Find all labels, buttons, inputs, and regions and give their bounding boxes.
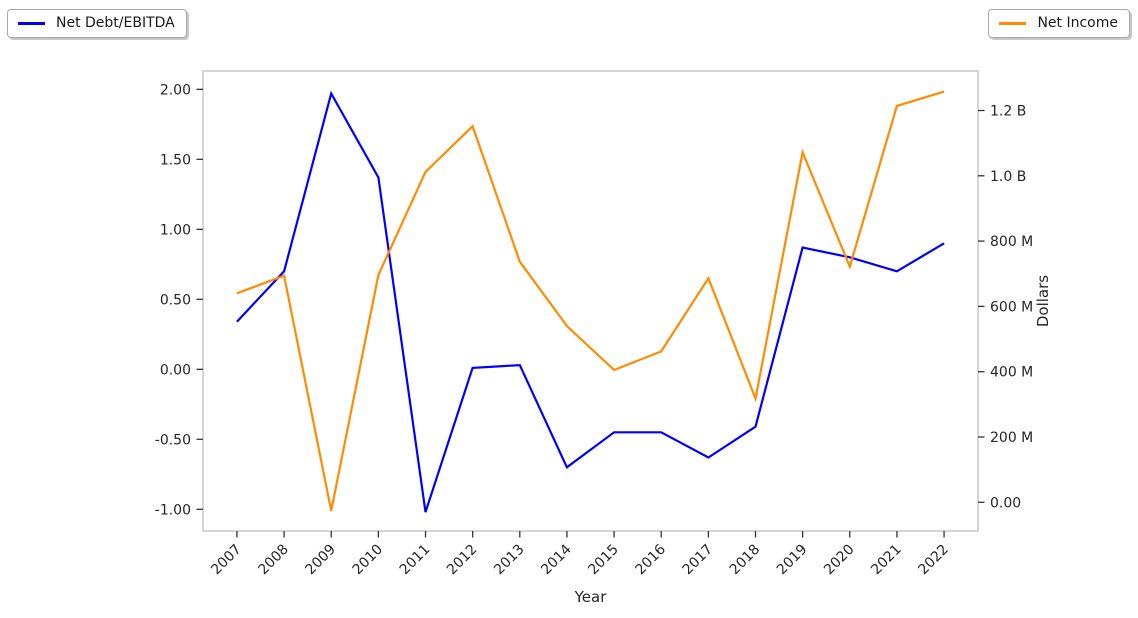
plot-border — [202, 70, 979, 532]
y-right-tick-label: 1.2 B — [990, 104, 1026, 120]
x-tick-label: 2013 — [491, 542, 528, 579]
x-tick-label: 2017 — [680, 542, 717, 579]
y-left-tick-label: 1.50 — [160, 152, 191, 168]
x-tick-label: 2015 — [585, 542, 622, 579]
line-net-debt-ebitda — [236, 90, 945, 513]
right-axis-label: Dollars — [1034, 275, 1052, 327]
x-tick-label: 2021 — [868, 542, 905, 579]
x-tick-label: 2018 — [727, 542, 764, 579]
y-left-tick-label: 2.00 — [160, 82, 191, 98]
x-tick-label: 2009 — [303, 542, 340, 579]
legend-line-sample-net-debt-ebitda — [18, 22, 45, 25]
x-tick-label: 2011 — [397, 542, 434, 579]
y-left-tick-label: -0.50 — [155, 432, 191, 448]
x-tick-label: 2014 — [538, 541, 575, 578]
x-tick-label: 2012 — [444, 542, 481, 579]
y-right-tick-label: 800 M — [990, 234, 1033, 250]
y-left-tick-label: 0.00 — [160, 362, 191, 378]
x-tick-label: 2010 — [350, 542, 387, 579]
x-tick-label: 2016 — [633, 541, 670, 578]
y-left-tick-label: 0.50 — [160, 292, 191, 308]
x-tick-label: 2019 — [774, 542, 811, 579]
y-left-tick-label: 1.00 — [160, 222, 191, 238]
y-right-tick-label: 1.0 B — [990, 169, 1026, 185]
legend-line-sample-net-income — [999, 22, 1027, 25]
x-tick-label: 2008 — [255, 542, 292, 579]
x-axis-label: Year — [574, 588, 608, 606]
y-right-tick-label: 200 M — [990, 430, 1033, 446]
legend-label-net-income: Net Income — [1037, 15, 1118, 31]
x-tick-label: 2007 — [208, 542, 245, 579]
legend-net-debt-ebitda: Net Debt/EBITDA — [7, 9, 187, 38]
legend-net-income: Net Income — [988, 9, 1130, 38]
line-net-income — [236, 90, 945, 512]
legend-label-net-debt-ebitda: Net Debt/EBITDA — [56, 15, 175, 31]
x-tick-label: 2022 — [915, 542, 952, 579]
x-tick-label: 2020 — [821, 542, 858, 579]
y-left-tick-label: -1.00 — [155, 502, 191, 518]
y-right-tick-label: 400 M — [990, 365, 1033, 381]
y-right-tick-label: 600 M — [990, 299, 1033, 315]
y-right-tick-label: 0.00 — [990, 495, 1021, 511]
